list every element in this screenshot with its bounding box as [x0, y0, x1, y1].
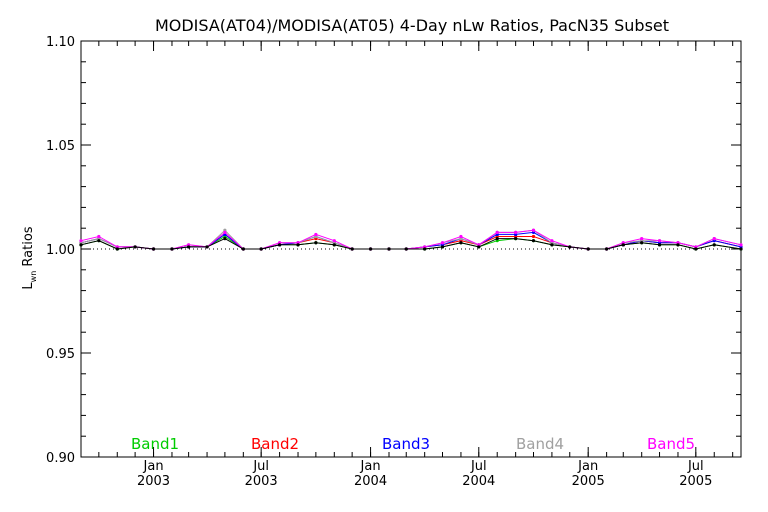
data-point	[514, 237, 518, 241]
data-point	[387, 247, 391, 251]
y-tick-label: 0.90	[46, 451, 75, 466]
data-point	[676, 243, 680, 247]
data-point	[368, 247, 373, 251]
data-point	[440, 241, 445, 245]
data-point	[640, 237, 644, 241]
plot-area: 0.900.951.001.051.10Jan2003Jul2003Jan200…	[46, 35, 743, 489]
legend-entry: Band3	[382, 435, 430, 453]
y-axis-label-subscript: wn	[29, 271, 38, 283]
data-point	[423, 247, 427, 251]
y-axis-label: Lwn Ratios	[21, 226, 38, 289]
legend-entry: Band4	[516, 435, 564, 453]
data-point	[495, 230, 499, 234]
data-point	[332, 239, 336, 243]
x-tick-label-year: 2005	[679, 474, 712, 489]
data-point	[440, 245, 445, 249]
data-point	[241, 247, 245, 251]
chart-title: MODISA(AT04)/MODISA(AT05) 4-Day nLw Rati…	[155, 16, 669, 35]
data-point	[739, 247, 743, 251]
x-tick-label-month: Jul	[252, 459, 269, 474]
data-point	[97, 239, 101, 243]
data-point	[97, 234, 101, 239]
data-point	[314, 232, 318, 237]
legend-entry: Band5	[647, 435, 695, 453]
y-tick-label: 1.05	[46, 139, 75, 154]
x-tick-label-month: Jul	[687, 459, 704, 474]
data-point	[187, 245, 191, 249]
data-point	[223, 237, 227, 241]
data-point	[151, 247, 156, 251]
data-point	[694, 247, 698, 251]
x-tick-label-year: 2005	[572, 474, 605, 489]
data-point	[514, 230, 518, 234]
data-point	[459, 234, 463, 239]
data-point	[404, 247, 408, 251]
y-axis-label-main: L	[21, 282, 36, 290]
data-point	[205, 245, 209, 249]
data-point	[133, 245, 137, 249]
y-axis-label-rest: Ratios	[21, 226, 36, 271]
data-point	[350, 247, 354, 251]
data-point	[568, 245, 572, 249]
data-point	[657, 239, 662, 243]
data-point	[170, 247, 174, 251]
data-point	[550, 239, 554, 243]
data-point	[314, 241, 318, 245]
x-tick-label-year: 2004	[354, 474, 387, 489]
x-tick-label-month: Jan	[360, 459, 381, 474]
data-point	[621, 243, 625, 247]
data-point	[296, 243, 300, 247]
data-point	[79, 243, 83, 247]
y-tick-label: 1.00	[46, 243, 75, 258]
data-point	[712, 237, 716, 241]
data-point	[477, 245, 481, 249]
x-tick-label-year: 2003	[137, 474, 170, 489]
y-tick-label: 0.95	[46, 347, 75, 362]
data-point	[531, 228, 536, 232]
data-point	[332, 243, 336, 247]
data-point	[712, 243, 716, 247]
data-point	[586, 247, 590, 251]
data-point	[79, 239, 83, 243]
x-tick-label-month: Jul	[470, 459, 487, 474]
x-tick-label-year: 2003	[245, 474, 278, 489]
data-point	[495, 237, 499, 241]
data-point	[531, 239, 536, 243]
data-point	[115, 247, 119, 251]
y-tick-label: 1.10	[46, 35, 75, 50]
data-point	[223, 230, 227, 234]
legend-entry: Band2	[251, 435, 299, 453]
data-point	[657, 243, 662, 247]
x-tick-label-month: Jan	[577, 459, 598, 474]
data-point	[531, 234, 536, 239]
data-point	[605, 247, 609, 251]
data-point	[640, 241, 644, 245]
x-tick-label-year: 2004	[462, 474, 495, 489]
data-point	[739, 243, 743, 247]
data-point	[259, 247, 263, 251]
x-tick-label-month: Jan	[143, 459, 164, 474]
data-point	[277, 243, 282, 247]
data-point	[459, 241, 463, 245]
data-point	[550, 243, 554, 247]
legend-entry: Band1	[131, 435, 179, 453]
